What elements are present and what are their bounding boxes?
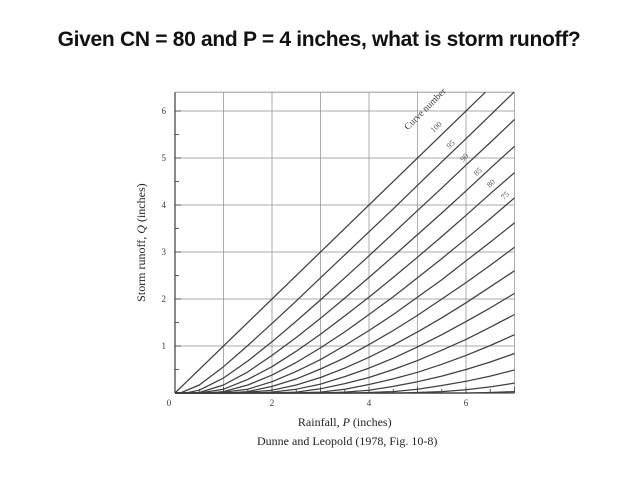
y-tick-label: 3: [162, 247, 167, 257]
curve-cn-85: [175, 145, 515, 394]
y-tick-label: 2: [162, 294, 167, 304]
curve-cn-60: [175, 270, 515, 394]
curve-cn-95: [175, 91, 515, 394]
y-tick-label: 4: [162, 200, 167, 210]
curve-cn-50: [175, 313, 515, 394]
curve-cn-25: [175, 390, 515, 394]
curve-cn-65: [175, 246, 515, 394]
curve-number-label: 80: [485, 177, 497, 189]
curve-number-label: 75: [499, 190, 511, 202]
curve-cn-40: [175, 352, 515, 394]
question-title: Given CN = 80 and P = 4 inches, what is …: [57, 28, 581, 51]
curve-cn-55: [175, 292, 515, 394]
curve-cn-100: [174, 91, 486, 394]
x-tick-label: 6: [464, 398, 469, 408]
curve-cn-75: [175, 197, 515, 394]
x-tick-label: 2: [270, 398, 275, 408]
source-caption: Dunne and Leopold (1978, Fig. 10-8): [257, 434, 437, 448]
y-tick-label: 5: [162, 153, 167, 163]
y-tick-label: 6: [162, 106, 167, 116]
runoff-chart-figure: 0 2 4 6 1 2 3 4 5 6 100 95 90 85 80 75 Curve number Rainf…: [130, 72, 530, 464]
curve-number-label: 95: [445, 138, 457, 150]
y-axis-label: Storm runoff, Q (inches): [134, 183, 148, 301]
curve-cn-80: [175, 172, 515, 394]
curve-cn-70: [175, 222, 515, 394]
y-tick-label: 1: [162, 341, 167, 351]
x-axis-label: Rainfall, P (inches): [298, 415, 392, 429]
x-tick-label: 4: [367, 398, 372, 408]
curve-number-label: 100: [429, 120, 444, 135]
curve-number-label: 85: [472, 166, 484, 178]
curve-number-label: 90: [458, 152, 470, 164]
x-tick-label: 0: [167, 398, 172, 408]
curve-cn-90: [175, 119, 515, 394]
